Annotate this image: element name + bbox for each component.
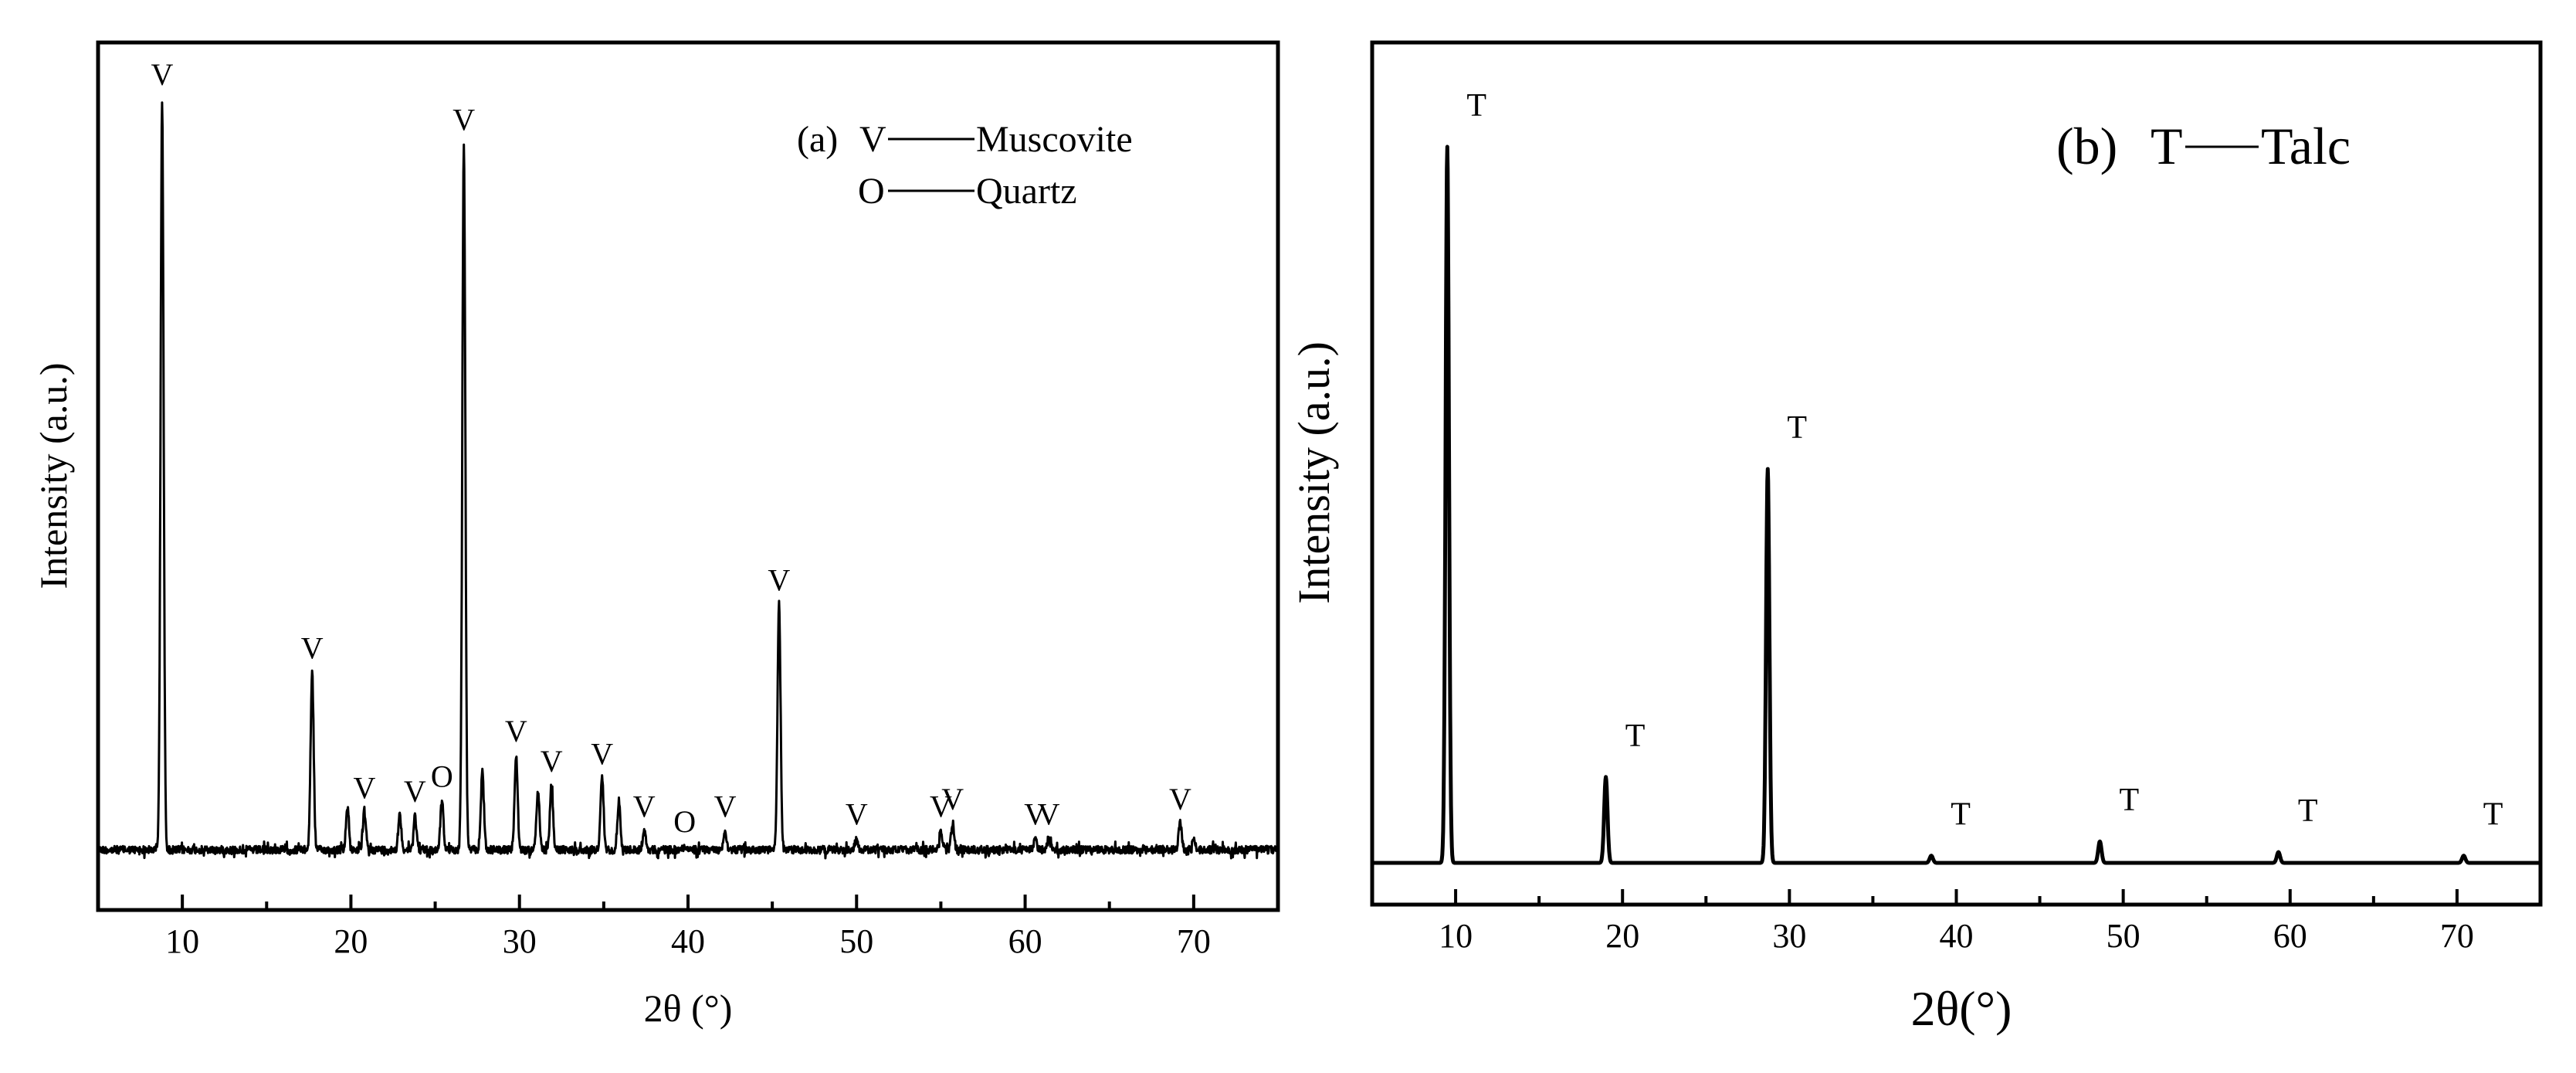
legend-panel-label-a: (a)	[797, 119, 838, 160]
peak-label-b-3: T	[1951, 797, 1971, 833]
pattern-a	[98, 101, 1279, 860]
peak-label-a-18: V	[846, 796, 868, 831]
peak-label-a-12: V	[591, 736, 613, 771]
peak-label-a-21: V	[1024, 796, 1046, 831]
peak-label-b-2: T	[1787, 410, 1807, 446]
legend-symbol-talc: T	[2151, 117, 2183, 175]
peak-label-a-22: V	[1038, 796, 1060, 831]
peak-label-a-23: V	[1169, 782, 1191, 817]
peak-label-a-9: V	[505, 714, 527, 749]
plot-frame-b	[1370, 40, 2543, 907]
peak-label-b-6: T	[2483, 797, 2503, 833]
y-axis-label-b: Intensity (a.u.)	[1289, 341, 1339, 604]
x-tick-label-a-20: 20	[334, 922, 368, 960]
x-tick-label-a-40: 40	[671, 922, 705, 960]
peak-label-a-5: V	[404, 774, 426, 809]
x-tick-label-a-10: 10	[165, 922, 199, 960]
peak-label-b-1: T	[1625, 718, 1646, 754]
x-tick-label-b-30: 30	[1772, 917, 1806, 955]
y-axis-label-a: Intensity (a.u.)	[32, 363, 75, 589]
x-tick-label-b-20: 20	[1605, 917, 1639, 955]
peak-label-a-11: V	[541, 744, 563, 779]
x-tick-label-b-50: 50	[2107, 917, 2140, 955]
peak-label-a-3: V	[353, 770, 375, 805]
peak-label-a-15: O	[673, 804, 696, 839]
x-tick-label-a-30: 30	[503, 922, 537, 960]
x-tick-label-b-40: 40	[1940, 917, 1974, 955]
x-axis-label-b: 2θ(°)	[1911, 981, 2012, 1036]
pattern-b	[1371, 144, 2542, 865]
legend-name-quartz: Quartz	[976, 171, 1077, 212]
x-tick-label-b-10: 10	[1439, 917, 1473, 955]
pattern-trace-b	[1371, 144, 2542, 865]
x-axis-b: 10 20 30 40 50 60 70	[1439, 889, 2474, 955]
x-tick-label-a-50: 50	[839, 922, 873, 960]
legend-b: (b) T Talc	[2056, 117, 2351, 175]
x-tick-label-a-60: 60	[1008, 922, 1042, 960]
peak-label-b-5: T	[2298, 793, 2318, 829]
legend-name-muscovite: Muscovite	[976, 119, 1133, 160]
x-axis-a: 10 20 30 40 50 60 70	[165, 895, 1211, 960]
peak-label-b-4: T	[2120, 783, 2140, 818]
plot-frame-a	[96, 40, 1280, 912]
peak-label-b-0: T	[1466, 88, 1486, 124]
legend-panel-label-b: (b)	[2056, 117, 2117, 175]
x-axis-label-a: 2θ (°)	[644, 986, 733, 1030]
peak-label-a-7: V	[452, 103, 475, 138]
peak-label-a-20: V	[941, 782, 964, 817]
peak-label-a-1: V	[301, 631, 324, 666]
legend-name-talc: Talc	[2261, 117, 2351, 175]
peak-label-a-17: V	[768, 563, 790, 598]
peak-label-a-19: V	[930, 789, 952, 824]
peak-labels-b: T T T T T T T	[1466, 88, 2503, 833]
peak-label-a-6: O	[431, 759, 453, 794]
peak-label-a-0: V	[151, 57, 174, 92]
x-tick-label-a-70: 70	[1177, 922, 1211, 960]
x-tick-label-b-60: 60	[2273, 917, 2307, 955]
pattern-trace-a	[98, 101, 1279, 860]
peak-label-a-14: V	[633, 789, 656, 824]
legend-symbol-muscovite: V	[859, 119, 886, 160]
legend-symbol-quartz: O	[858, 171, 885, 212]
legend-a: (a) V Muscovite O Quartz	[797, 119, 1133, 212]
peak-label-a-16: V	[714, 789, 737, 824]
x-tick-label-b-70: 70	[2440, 917, 2474, 955]
panel-b: 10 20 30 40 50 60 70 T T T T T T T 2θ(°) Intensity (…	[1289, 40, 2543, 1036]
